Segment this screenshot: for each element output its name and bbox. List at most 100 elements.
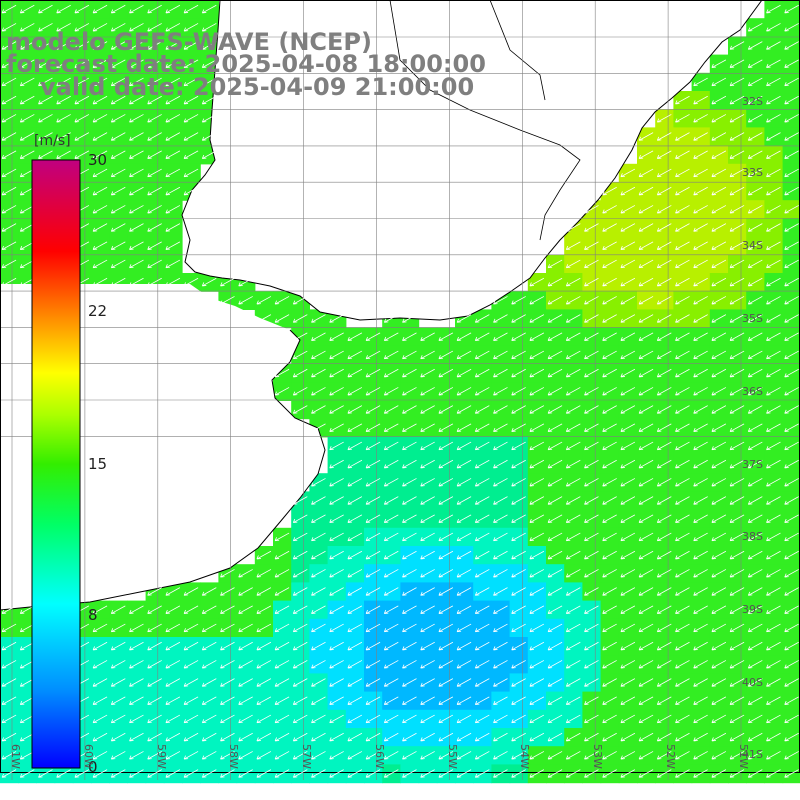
wind-cell bbox=[582, 327, 602, 347]
wind-cell bbox=[218, 728, 238, 747]
wind-arrow-icon bbox=[656, 423, 672, 432]
wind-cell bbox=[145, 91, 165, 110]
wind-cell bbox=[473, 764, 492, 784]
wind-arrow-icon bbox=[474, 550, 490, 560]
wind-arrow-icon bbox=[711, 641, 727, 651]
wind-cell bbox=[728, 327, 747, 347]
wind-cell bbox=[327, 582, 347, 602]
wind-cell bbox=[91, 0, 110, 19]
wind-arrow-icon bbox=[383, 641, 399, 651]
wind-arrow-icon bbox=[92, 605, 108, 614]
wind-arrow-icon bbox=[329, 696, 344, 705]
wind-cell bbox=[18, 91, 37, 110]
wind-cell bbox=[254, 746, 274, 765]
wind-cell bbox=[746, 709, 765, 729]
wind-cell bbox=[491, 382, 511, 401]
wind-arrow-icon bbox=[675, 478, 690, 487]
wind-cell bbox=[109, 218, 128, 238]
wind-arrow-icon bbox=[693, 605, 708, 614]
wind-cell bbox=[564, 527, 583, 547]
wind-arrow-icon bbox=[474, 459, 490, 469]
wind-arrow-icon bbox=[729, 186, 745, 196]
wind-cell bbox=[491, 691, 511, 711]
wind-arrow-icon bbox=[474, 696, 490, 705]
wind-cell bbox=[18, 72, 37, 92]
wind-cell bbox=[382, 527, 401, 547]
wind-cell bbox=[309, 728, 329, 747]
wind-arrow-icon bbox=[129, 623, 144, 633]
wind-arrow-icon bbox=[347, 332, 363, 341]
wind-cell bbox=[109, 691, 128, 711]
wind-cell bbox=[254, 564, 274, 583]
wind-arrow-icon bbox=[1, 77, 17, 87]
wind-arrow-icon bbox=[511, 696, 526, 705]
wind-arrow-icon bbox=[766, 168, 781, 178]
wind-arrow-icon bbox=[711, 223, 727, 232]
wind-arrow-icon bbox=[565, 423, 581, 432]
wind-cell bbox=[309, 327, 329, 347]
wind-arrow-icon bbox=[766, 150, 781, 159]
wind-arrow-icon bbox=[129, 277, 144, 287]
wind-arrow-icon bbox=[347, 532, 363, 542]
wind-arrow-icon bbox=[584, 660, 599, 669]
wind-cell bbox=[709, 254, 729, 274]
wind-cell bbox=[764, 728, 784, 747]
wind-cell bbox=[709, 236, 729, 256]
wind-arrow-icon bbox=[274, 314, 290, 323]
wind-cell bbox=[764, 418, 784, 438]
wind-arrow-icon bbox=[584, 478, 599, 487]
wind-arrow-icon bbox=[383, 332, 399, 341]
wind-arrow-icon bbox=[383, 350, 399, 360]
wind-cell bbox=[163, 109, 183, 128]
wind-cell bbox=[746, 273, 765, 292]
wind-cell bbox=[382, 364, 401, 383]
wind-cell bbox=[728, 509, 747, 529]
wind-arrow-icon bbox=[129, 605, 144, 614]
wind-arrow-icon bbox=[602, 478, 617, 487]
wind-cell bbox=[527, 527, 547, 547]
wind-cell bbox=[273, 637, 292, 656]
wind-cell bbox=[309, 364, 329, 383]
wind-arrow-icon bbox=[784, 751, 799, 760]
wind-arrow-icon bbox=[784, 314, 799, 323]
wind-cell bbox=[364, 691, 383, 711]
wind-arrow-icon bbox=[766, 95, 781, 105]
wind-cell bbox=[673, 109, 693, 128]
wind-arrow-icon bbox=[420, 678, 435, 687]
wind-cell bbox=[163, 18, 183, 37]
wind-arrow-icon bbox=[402, 605, 417, 614]
wind-cell bbox=[673, 527, 693, 547]
wind-cell bbox=[182, 582, 201, 602]
wind-arrow-icon bbox=[693, 696, 708, 705]
wind-cell bbox=[709, 564, 729, 583]
wind-cell bbox=[309, 491, 329, 511]
land-mask bbox=[0, 0, 763, 611]
wind-cell bbox=[600, 254, 620, 274]
wind-cell bbox=[491, 637, 511, 656]
wind-arrow-icon bbox=[238, 623, 253, 633]
wind-cell bbox=[127, 145, 147, 165]
wind-arrow-icon bbox=[638, 296, 654, 305]
wind-cell bbox=[491, 600, 511, 620]
wind-arrow-icon bbox=[693, 623, 708, 633]
wind-cell bbox=[618, 273, 638, 292]
wind-cell bbox=[746, 728, 765, 747]
wind-arrow-icon bbox=[383, 423, 399, 432]
wind-arrow-icon bbox=[711, 259, 727, 269]
wind-arrow-icon bbox=[547, 332, 563, 341]
wind-cell bbox=[746, 309, 765, 329]
wind-cell bbox=[764, 691, 784, 711]
wind-cell bbox=[509, 491, 529, 511]
wind-cell bbox=[746, 582, 765, 602]
wind-arrow-icon bbox=[656, 605, 672, 614]
wind-cell bbox=[546, 709, 565, 729]
lon-label: 60W bbox=[82, 744, 95, 769]
wind-arrow-icon bbox=[311, 332, 326, 341]
wind-cell bbox=[655, 709, 674, 729]
wind-arrow-icon bbox=[311, 732, 326, 742]
wind-arrow-icon bbox=[474, 605, 490, 614]
wind-arrow-icon bbox=[147, 678, 162, 687]
wind-arrow-icon bbox=[766, 241, 781, 250]
wind-cell bbox=[382, 564, 401, 583]
wind-arrow-icon bbox=[238, 660, 253, 669]
